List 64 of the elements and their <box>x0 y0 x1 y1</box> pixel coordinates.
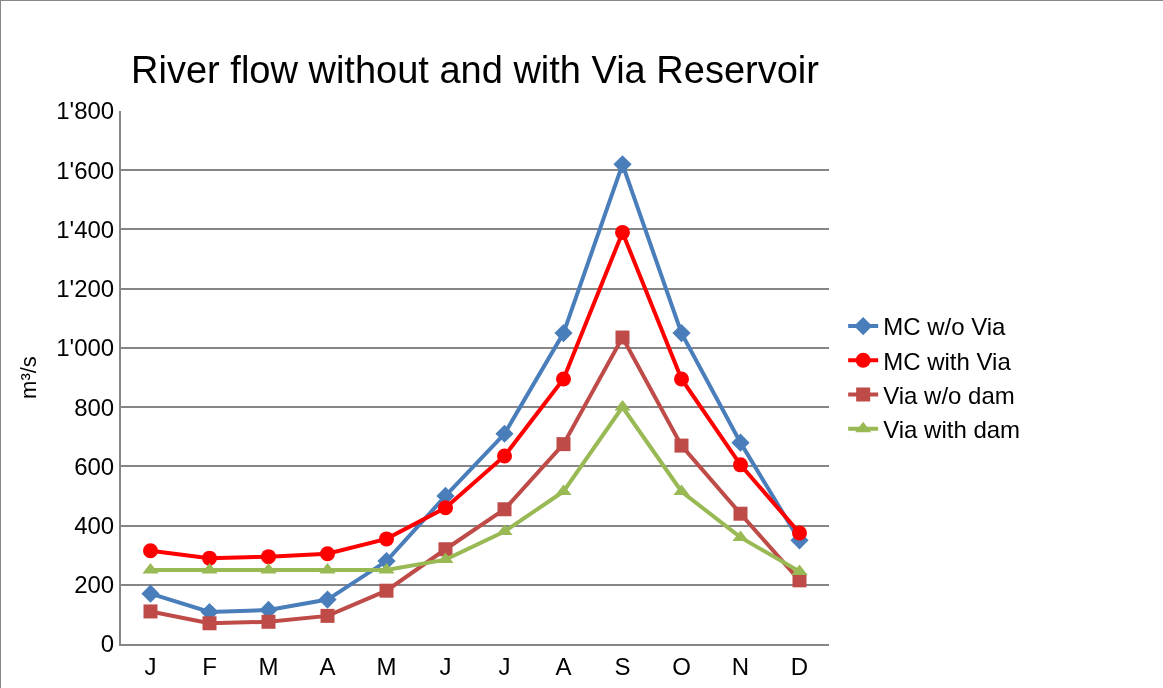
chart-title: River flow without and with Via Reservoir <box>131 48 820 91</box>
point <box>674 438 689 453</box>
point <box>320 608 335 623</box>
point <box>143 604 158 619</box>
point <box>143 543 158 559</box>
point <box>497 502 512 517</box>
point <box>318 590 337 609</box>
point <box>733 506 748 521</box>
y-tick-label: 1'800 <box>56 97 115 125</box>
point <box>495 424 514 443</box>
x-tick-label: J <box>144 652 157 680</box>
point <box>556 437 571 452</box>
point <box>615 224 630 240</box>
point <box>615 330 630 345</box>
y-tick-label: 400 <box>74 511 115 539</box>
y-axis-title: m³/s <box>15 356 41 399</box>
point <box>731 433 750 452</box>
point <box>792 525 807 541</box>
y-tick-label: 200 <box>74 571 115 599</box>
x-tick-label: S <box>614 652 631 680</box>
x-tick-label: M <box>258 652 279 680</box>
x-tick-label: O <box>672 652 691 680</box>
y-tick-label: 1'600 <box>56 156 115 184</box>
point <box>556 371 571 387</box>
legend-label: Via w/o dam <box>883 381 1015 409</box>
point <box>319 562 336 574</box>
point <box>141 584 160 603</box>
point <box>554 323 573 343</box>
point <box>260 562 277 574</box>
point <box>202 550 217 566</box>
y-tick-label: 1'200 <box>56 275 115 303</box>
legend-label: Via with dam <box>883 416 1021 444</box>
point <box>672 323 691 343</box>
y-tick-label: 1'000 <box>56 334 115 362</box>
point <box>674 371 689 387</box>
point <box>261 549 276 565</box>
x-tick-label: A <box>319 652 336 680</box>
point <box>438 542 453 557</box>
x-tick-label: N <box>731 652 750 680</box>
x-tick-label: F <box>202 652 217 680</box>
point <box>379 583 394 598</box>
point <box>378 562 395 574</box>
x-tick-label: M <box>376 652 397 680</box>
x-tick-label: D <box>790 652 809 680</box>
x-tick-label: A <box>555 652 572 680</box>
point <box>437 552 454 564</box>
y-tick-label: 0 <box>100 630 115 658</box>
legend-label: MC with Via <box>883 347 1012 375</box>
point <box>497 448 512 464</box>
point <box>438 500 453 516</box>
legend-label: MC w/o Via <box>883 313 1007 341</box>
point <box>142 562 159 574</box>
y-tick-label: 800 <box>74 393 115 421</box>
x-tick-label: J <box>498 652 511 680</box>
y-tick-label: 1'400 <box>56 215 115 243</box>
point <box>320 546 335 562</box>
point <box>261 614 276 629</box>
point <box>201 562 218 574</box>
point <box>613 155 632 174</box>
y-tick-label: 600 <box>74 452 115 480</box>
point <box>379 531 394 547</box>
point <box>202 616 217 631</box>
x-tick-label: J <box>439 652 452 680</box>
point <box>733 457 748 473</box>
